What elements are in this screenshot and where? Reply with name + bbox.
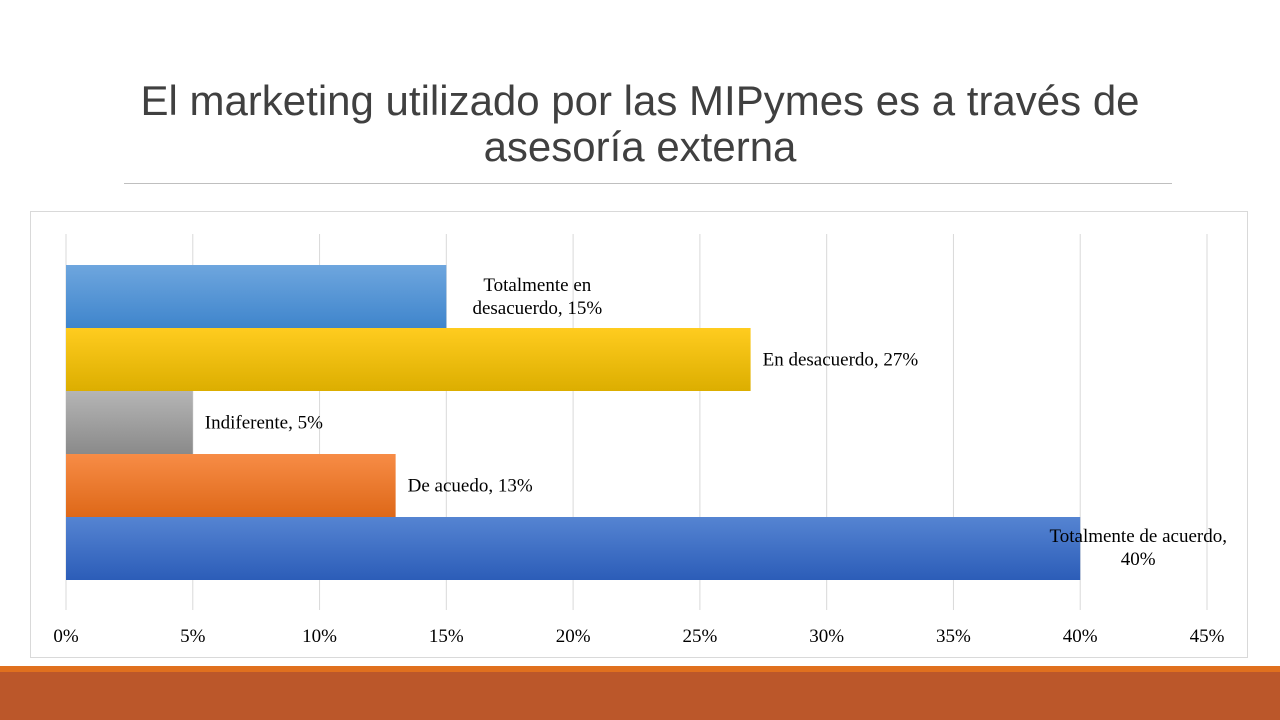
footer-accent-stripe: [0, 666, 1280, 672]
x-tick-label: 20%: [556, 626, 591, 647]
data-label: En desacuerdo, 27%: [763, 350, 919, 371]
data-label: Totalmente de acuerdo,: [1049, 526, 1227, 547]
bar: [66, 454, 396, 517]
data-label: De acuedo, 13%: [408, 476, 533, 497]
bar: [66, 517, 1081, 580]
bars: [66, 265, 1081, 580]
data-label: Indiferente, 5%: [205, 413, 323, 434]
x-tick-label: 25%: [682, 626, 717, 647]
data-label: 40%: [1121, 549, 1156, 570]
x-tick-label: 15%: [429, 626, 464, 647]
bar: [66, 265, 447, 328]
bar: [66, 328, 751, 391]
data-label: desacuerdo, 15%: [472, 298, 602, 319]
x-tick-label: 45%: [1190, 626, 1225, 647]
bar: [66, 391, 193, 454]
x-tick-label: 30%: [809, 626, 844, 647]
x-tick-label: 0%: [53, 626, 79, 647]
data-label: Totalmente en: [483, 275, 591, 296]
x-axis-tick-labels: 0% 5% 10% 15% 20% 25% 30% 35% 40% 45%: [53, 626, 1224, 647]
footer-bar: [0, 672, 1280, 720]
x-tick-label: 40%: [1063, 626, 1098, 647]
x-tick-label: 10%: [302, 626, 337, 647]
title-divider: [124, 183, 1172, 184]
slide-title: El marketing utilizado por las MIPymes e…: [140, 77, 1140, 170]
x-tick-label: 5%: [180, 626, 206, 647]
chart-frame: Totalmente en desacuerdo, 15% En desacuerd…: [30, 211, 1248, 658]
x-tick-label: 35%: [936, 626, 971, 647]
